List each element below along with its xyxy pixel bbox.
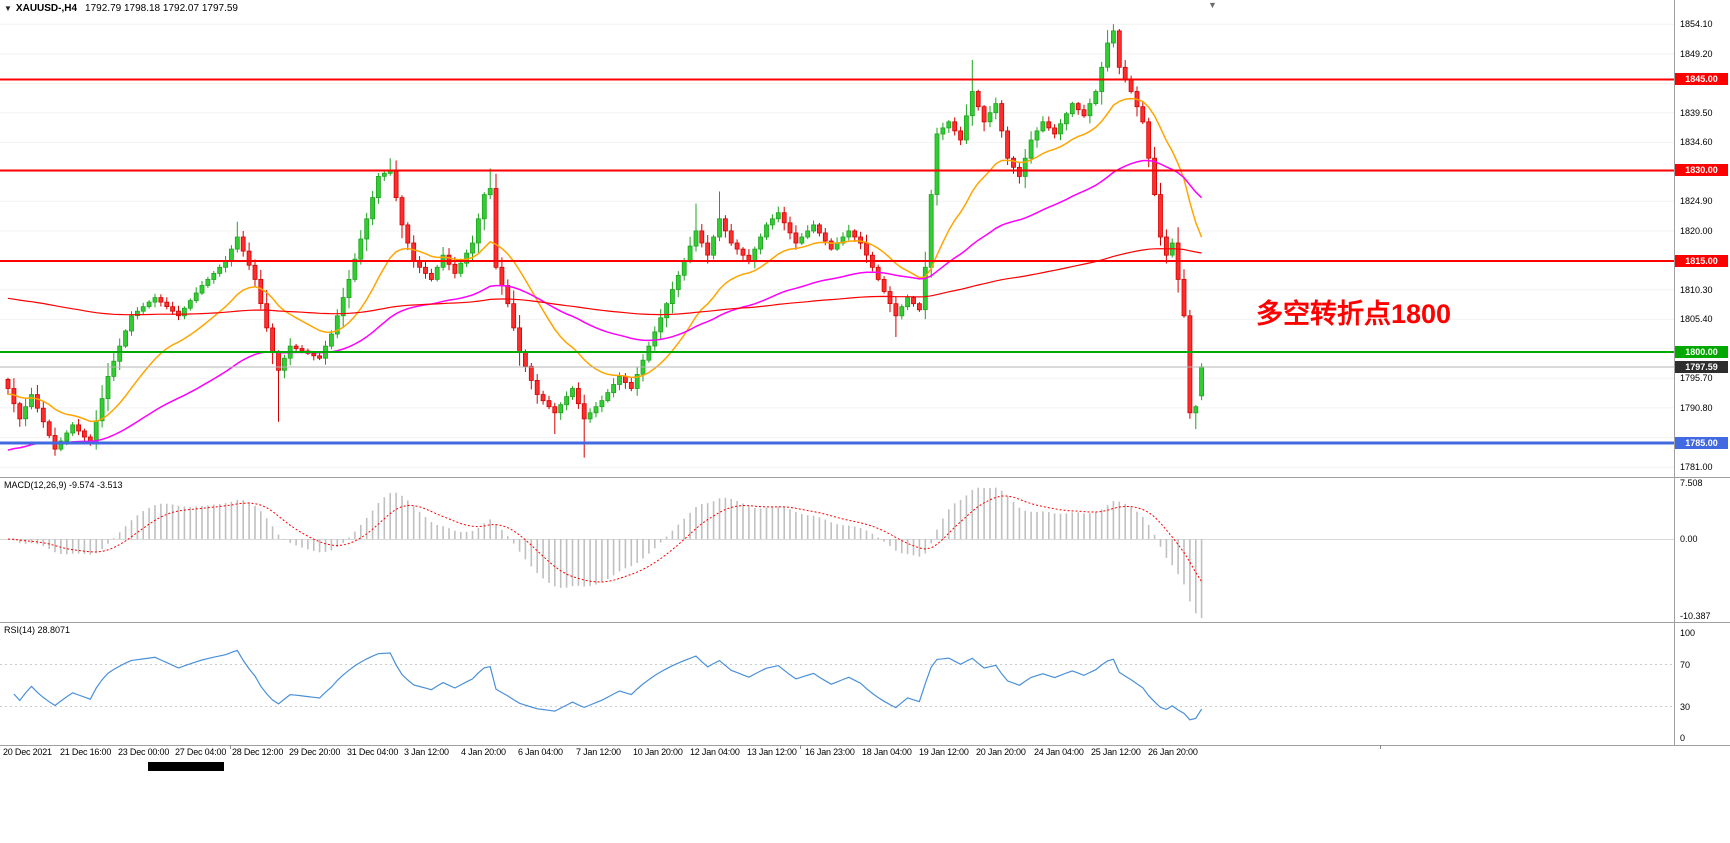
ma-slow-line bbox=[7, 248, 1202, 316]
time-axis-label: 25 Jan 12:00 bbox=[1091, 747, 1141, 757]
macd-tick: -10.387 bbox=[1680, 611, 1711, 621]
time-axis-label: 28 Dec 12:00 bbox=[232, 747, 284, 757]
macd-indicator-label: MACD(12,26,9) -9.574 -3.513 bbox=[4, 480, 123, 490]
price-tick: 1790.80 bbox=[1680, 403, 1713, 413]
time-axis-label: 21 Dec 16:00 bbox=[60, 747, 112, 757]
current-price-badge: 1797.59 bbox=[1675, 361, 1728, 373]
time-axis-label: 23 Dec 00:00 bbox=[118, 747, 170, 757]
price-level-badge: 1830.00 bbox=[1675, 164, 1728, 176]
rsi-tick: 30 bbox=[1680, 702, 1691, 712]
ma-medium-line bbox=[7, 159, 1203, 451]
macd-signal-line bbox=[7, 495, 1203, 583]
price-gridlines bbox=[0, 23, 1674, 468]
time-axis-label: 16 Jan 23:00 bbox=[805, 747, 855, 757]
time-axis-label: 24 Jan 04:00 bbox=[1034, 747, 1084, 757]
price-level-badge: 1815.00 bbox=[1675, 255, 1728, 267]
time-axis-label: 31 Dec 04:00 bbox=[347, 747, 399, 757]
time-axis-label: 4 Jan 20:00 bbox=[461, 747, 506, 757]
price-tick: 1795.70 bbox=[1680, 373, 1713, 383]
price-tick: 1834.60 bbox=[1680, 137, 1713, 147]
time-axis-label: 7 Jan 12:00 bbox=[576, 747, 621, 757]
time-axis-label: 13 Jan 12:00 bbox=[747, 747, 797, 757]
time-axis-label: 19 Jan 12:00 bbox=[919, 747, 969, 757]
macd-pane bbox=[0, 487, 1674, 618]
price-tick: 1810.30 bbox=[1680, 285, 1713, 295]
rsi-indicator-label: RSI(14) 28.8071 bbox=[4, 625, 71, 635]
time-axis-label: 27 Dec 04:00 bbox=[175, 747, 227, 757]
price-tick: 1781.00 bbox=[1680, 462, 1713, 472]
time-axis-label: 10 Jan 20:00 bbox=[633, 747, 683, 757]
time-axis-label: 18 Jan 04:00 bbox=[862, 747, 912, 757]
candles bbox=[5, 24, 1204, 458]
time-axis-label: 29 Dec 20:00 bbox=[289, 747, 341, 757]
ohlc-readout: 1792.79 1798.18 1792.07 1797.59 bbox=[85, 3, 238, 14]
price-tick: 1824.90 bbox=[1680, 196, 1713, 206]
price-tick: 1820.00 bbox=[1680, 226, 1713, 236]
price-tick: 1839.50 bbox=[1680, 108, 1713, 118]
ma-fast-line bbox=[7, 97, 1203, 423]
rsi-tick: 100 bbox=[1680, 628, 1696, 638]
price-tick: 1854.10 bbox=[1680, 19, 1713, 29]
price-tick: 1849.20 bbox=[1680, 49, 1713, 59]
macd-tick: 7.508 bbox=[1680, 478, 1703, 488]
chart-shift-icon[interactable]: ▼ bbox=[1208, 0, 1217, 10]
symbol-dropdown-icon[interactable]: ▼ bbox=[4, 4, 12, 13]
chart-header: ▼ XAUUSD-,H4 1792.79 1798.18 1792.07 1797.… bbox=[4, 3, 238, 14]
time-axis-label: 12 Jan 04:00 bbox=[690, 747, 740, 757]
pane-separators bbox=[0, 0, 1730, 749]
level-lines bbox=[0, 78, 1674, 445]
rsi-tick: 70 bbox=[1680, 660, 1691, 670]
rsi-pane bbox=[0, 649, 1674, 721]
price-level-badge: 1785.00 bbox=[1675, 437, 1728, 449]
time-axis-label: 3 Jan 12:00 bbox=[404, 747, 449, 757]
rsi-tick: 0 bbox=[1680, 733, 1686, 743]
price-level-badge: 1845.00 bbox=[1675, 73, 1728, 85]
time-axis-label: 26 Jan 20:00 bbox=[1148, 747, 1198, 757]
annotation-text[interactable]: 多空转折点1800 bbox=[1256, 299, 1452, 329]
bottom-black-bar bbox=[148, 762, 224, 771]
time-axis-label: 20 Jan 20:00 bbox=[976, 747, 1026, 757]
rsi-line bbox=[13, 649, 1203, 721]
moving-averages bbox=[7, 97, 1203, 451]
price-tick: 1805.40 bbox=[1680, 314, 1713, 324]
time-axis-label: 20 Dec 2021 bbox=[3, 747, 52, 757]
macd-tick: 0.00 bbox=[1680, 534, 1698, 544]
symbol-title: XAUUSD-,H4 bbox=[15, 3, 78, 14]
time-axis-label: 6 Jan 04:00 bbox=[518, 747, 563, 757]
price-level-badge: 1800.00 bbox=[1675, 346, 1728, 358]
